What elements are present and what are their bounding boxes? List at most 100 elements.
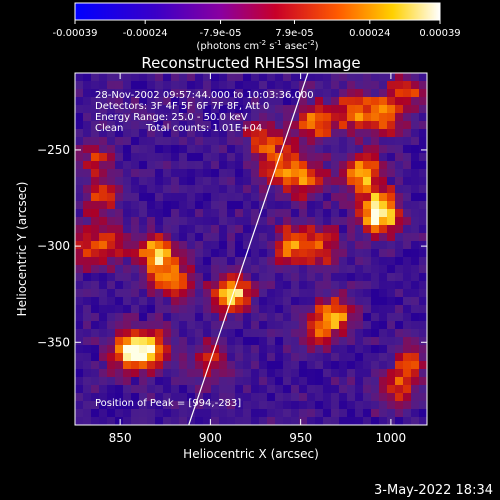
heatmap-cell [131, 377, 140, 386]
heatmap-cell [179, 337, 188, 346]
heatmap-cell [251, 217, 260, 226]
heatmap-cell [203, 217, 212, 226]
info-detectors: Detectors: 3F 4F 5F 6F 7F 8F, Att 0 [95, 101, 269, 112]
heatmap-cell [267, 97, 276, 106]
heatmap-cell [115, 185, 124, 194]
heatmap-cell [227, 401, 236, 410]
heatmap-cell [403, 257, 412, 266]
heatmap-cell [83, 313, 92, 322]
heatmap-cell [139, 185, 148, 194]
heatmap-cell [339, 265, 348, 274]
heatmap-cell [211, 401, 220, 410]
heatmap-cell [227, 249, 236, 258]
heatmap-cell [211, 185, 220, 194]
y-axis-ticks: −350−300−250 [37, 143, 427, 349]
heatmap-cell [115, 145, 124, 154]
heatmap-cell [371, 281, 380, 290]
heatmap-cell [267, 225, 276, 234]
heatmap-cell [139, 257, 148, 266]
heatmap-cell [347, 177, 356, 186]
heatmap-cell [163, 289, 172, 298]
heatmap-cell [91, 409, 100, 418]
heatmap-cell [179, 153, 188, 162]
heatmap-cell [371, 201, 380, 210]
heatmap-cell [267, 137, 276, 146]
heatmap-cell [371, 161, 380, 170]
heatmap-cell [307, 409, 316, 418]
heatmap-cell [291, 289, 300, 298]
heatmap-cell [323, 337, 332, 346]
heatmap-cell [363, 161, 372, 170]
heatmap-cell [107, 249, 116, 258]
heatmap-cell [219, 177, 228, 186]
heatmap-cell [83, 177, 92, 186]
heatmap-cell [379, 393, 388, 402]
heatmap-cell [227, 217, 236, 226]
heatmap-cell [211, 153, 220, 162]
heatmap-cell [115, 401, 124, 410]
heatmap-cell [139, 225, 148, 234]
heatmap-cell [387, 217, 396, 226]
heatmap-cell [395, 337, 404, 346]
heatmap-cell [235, 361, 244, 370]
heatmap-cell [107, 233, 116, 242]
heatmap-cell [267, 169, 276, 178]
heatmap-cell [227, 305, 236, 314]
heatmap-cell [387, 153, 396, 162]
heatmap-cell [163, 305, 172, 314]
heatmap-cell [75, 369, 84, 378]
heatmap-cell [291, 169, 300, 178]
heatmap-cell [379, 337, 388, 346]
heatmap-cell [267, 105, 276, 114]
heatmap-cell [251, 81, 260, 90]
heatmap-cell [411, 393, 420, 402]
heatmap-cell [75, 201, 84, 210]
heatmap-cell [403, 385, 412, 394]
heatmap-cell [371, 225, 380, 234]
heatmap-cell [219, 161, 228, 170]
heatmap-cell [387, 129, 396, 138]
heatmap-cell [379, 305, 388, 314]
heatmap-cell [139, 281, 148, 290]
heatmap-cell [179, 353, 188, 362]
heatmap-cell [243, 305, 252, 314]
heatmap-cell [243, 97, 252, 106]
heatmap-cell [379, 201, 388, 210]
heatmap-cell [347, 273, 356, 282]
heatmap-cell [315, 89, 324, 98]
heatmap-cell [275, 193, 284, 202]
heatmap-cell [283, 273, 292, 282]
heatmap-cell [235, 217, 244, 226]
heatmap-cell [299, 105, 308, 114]
heatmap-cell [99, 369, 108, 378]
heatmap-cell [155, 393, 164, 402]
heatmap-cell [363, 249, 372, 258]
heatmap-cell [235, 401, 244, 410]
heatmap-cell [243, 153, 252, 162]
heatmap-cell [115, 201, 124, 210]
heatmap-cell [147, 281, 156, 290]
heatmap-cell [347, 297, 356, 306]
heatmap-cell [259, 161, 268, 170]
heatmap-cell [179, 161, 188, 170]
heatmap-cell [251, 169, 260, 178]
heatmap-cell [267, 385, 276, 394]
heatmap-cell [147, 129, 156, 138]
heatmap-cell [339, 393, 348, 402]
heatmap-cell [371, 97, 380, 106]
heatmap-cell [107, 393, 116, 402]
heatmap-cell [403, 129, 412, 138]
heatmap-cell [131, 89, 140, 98]
heatmap-cell [203, 201, 212, 210]
heatmap-cell [291, 89, 300, 98]
heatmap-cell [307, 73, 316, 82]
heatmap-cell [139, 81, 148, 90]
heatmap-cell [291, 137, 300, 146]
heatmap-cell [115, 129, 124, 138]
heatmap-cell [171, 281, 180, 290]
heatmap-cell [323, 225, 332, 234]
heatmap-cell [283, 393, 292, 402]
heatmap-cell [179, 177, 188, 186]
heatmap-cell [171, 345, 180, 354]
heatmap-cell [283, 313, 292, 322]
